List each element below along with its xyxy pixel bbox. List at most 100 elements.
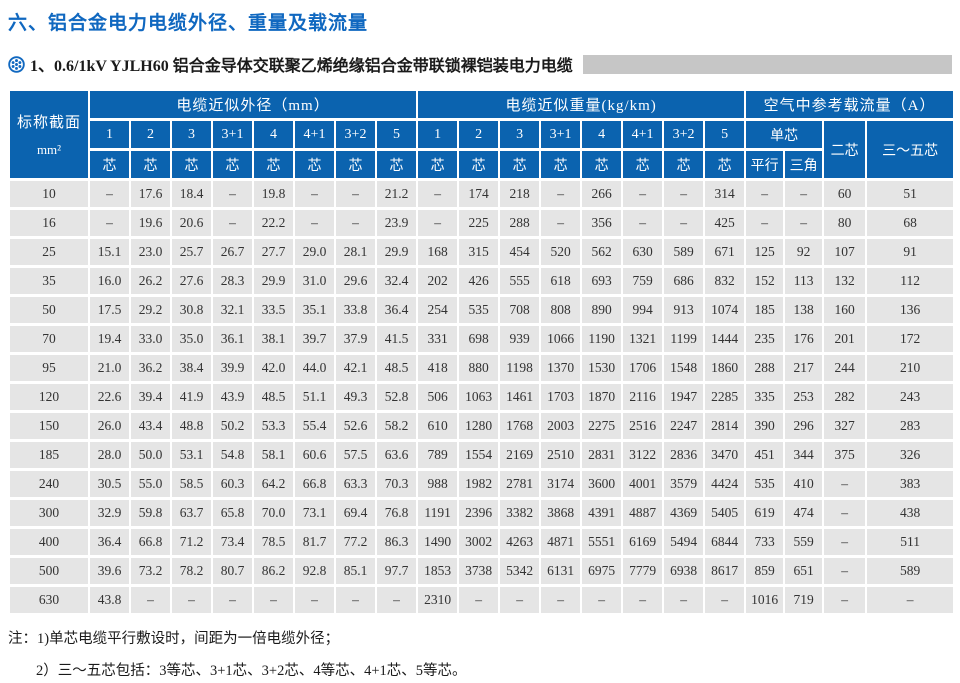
current-cell: 138	[785, 297, 823, 323]
col-header-core-count: 4	[254, 121, 293, 148]
note-line-2: 2）三～五芯包括：3等芯、3+1芯、3+2芯、4等芯、4+1芯、5等芯。	[8, 660, 952, 682]
current-cell: 288	[746, 355, 784, 381]
diameter-cell: 27.6	[172, 268, 211, 294]
weight-cell: 880	[459, 355, 499, 381]
weight-cell: 3002	[459, 529, 499, 555]
diameter-cell: 29.0	[295, 239, 334, 265]
diameter-cell: 60.3	[213, 471, 252, 497]
diameter-cell: 63.7	[172, 500, 211, 526]
diameter-cell: –	[213, 210, 252, 236]
weight-cell: 1063	[459, 384, 499, 410]
current-cell: 172	[867, 326, 953, 352]
section-cell: 35	[10, 268, 88, 294]
weight-cell: 3382	[500, 500, 540, 526]
note-line-1: 注：1)单芯电缆平行敷设时，间距为一倍电缆外径；	[8, 628, 952, 650]
current-cell: 132	[824, 268, 866, 294]
weight-cell: 1191	[418, 500, 458, 526]
diameter-cell: 70.0	[254, 500, 293, 526]
weight-cell: 1870	[582, 384, 622, 410]
diameter-cell: –	[213, 587, 252, 613]
current-cell: 375	[824, 442, 866, 468]
diameter-cell: 26.2	[131, 268, 170, 294]
diameter-cell: 19.4	[90, 326, 129, 352]
weight-cell: 2814	[705, 413, 745, 439]
col-header-single-sub: 平行	[746, 151, 784, 178]
diameter-cell: 77.2	[336, 529, 375, 555]
weight-cell: 2396	[459, 500, 499, 526]
weight-cell: 1768	[500, 413, 540, 439]
diameter-cell: 69.4	[336, 500, 375, 526]
current-cell: 210	[867, 355, 953, 381]
weight-cell: 2310	[418, 587, 458, 613]
weight-cell: 759	[623, 268, 663, 294]
section-cell: 25	[10, 239, 88, 265]
weight-cell: 266	[582, 181, 622, 207]
weight-cell: 1554	[459, 442, 499, 468]
weight-cell: 1530	[582, 355, 622, 381]
weight-cell: 315	[459, 239, 499, 265]
weight-cell: 4001	[623, 471, 663, 497]
weight-cell: 1461	[500, 384, 540, 410]
weight-cell: –	[418, 210, 458, 236]
current-cell: 335	[746, 384, 784, 410]
col-header-nominal-section-label: 标称截面	[16, 115, 81, 131]
diameter-cell: 58.2	[377, 413, 417, 439]
weight-cell: –	[541, 181, 581, 207]
diameter-cell: 35.0	[172, 326, 211, 352]
current-cell: 719	[785, 587, 823, 613]
current-cell: 160	[824, 297, 866, 323]
group-header-diameter: 电缆近似外径（mm）	[90, 91, 417, 118]
diameter-cell: –	[172, 587, 211, 613]
table-row: 70 19.4 33.0 35.0 36.1 38.1 39.7 37.9 41.5 331 698…	[10, 326, 953, 352]
section-cell: 500	[10, 558, 88, 584]
diameter-cell: 48.5	[254, 384, 293, 410]
weight-cell: 2510	[541, 442, 581, 468]
weight-cell: –	[623, 210, 663, 236]
weight-cell: 454	[500, 239, 540, 265]
weight-cell: 686	[664, 268, 704, 294]
col-header-core-suffix: 芯	[623, 151, 663, 178]
weight-cell: 4263	[500, 529, 540, 555]
current-cell: –	[824, 558, 866, 584]
weight-cell: 2003	[541, 413, 581, 439]
weight-cell: 555	[500, 268, 540, 294]
diameter-cell: 53.1	[172, 442, 211, 468]
col-header-core-suffix: 芯	[213, 151, 252, 178]
current-cell: 185	[746, 297, 784, 323]
col-header-core-suffix: 芯	[254, 151, 293, 178]
section-cell: 185	[10, 442, 88, 468]
diameter-cell: 23.9	[377, 210, 417, 236]
diameter-cell: 32.1	[213, 297, 252, 323]
weight-cell: 418	[418, 355, 458, 381]
diameter-cell: 29.9	[254, 268, 293, 294]
current-cell: 511	[867, 529, 953, 555]
diameter-cell: 63.6	[377, 442, 417, 468]
col-header-core-count: 3+2	[664, 121, 704, 148]
weight-cell: 2247	[664, 413, 704, 439]
col-header-core-count: 3	[500, 121, 540, 148]
diameter-cell: 38.1	[254, 326, 293, 352]
current-cell: 217	[785, 355, 823, 381]
current-cell: 327	[824, 413, 866, 439]
col-header-core-suffix: 芯	[705, 151, 745, 178]
diameter-cell: 65.8	[213, 500, 252, 526]
col-header-core-suffix: 芯	[459, 151, 499, 178]
table-row: 500 39.6 73.2 78.2 80.7 86.2 92.8 85.1 97.7 1853 3…	[10, 558, 953, 584]
weight-cell: 890	[582, 297, 622, 323]
diameter-cell: 43.9	[213, 384, 252, 410]
diameter-cell: 28.0	[90, 442, 129, 468]
current-cell: 438	[867, 500, 953, 526]
diameter-cell: 55.0	[131, 471, 170, 497]
group-header-weight: 电缆近似重量(kg/km)	[418, 91, 745, 118]
weight-cell: 1444	[705, 326, 745, 352]
current-cell: 112	[867, 268, 953, 294]
weight-cell: –	[664, 210, 704, 236]
weight-cell: 988	[418, 471, 458, 497]
weight-cell: –	[664, 181, 704, 207]
diameter-cell: –	[336, 181, 375, 207]
diameter-cell: 26.7	[213, 239, 252, 265]
diameter-cell: 78.2	[172, 558, 211, 584]
col-header-two-core: 二芯	[824, 121, 866, 178]
diameter-cell: 66.8	[295, 471, 334, 497]
